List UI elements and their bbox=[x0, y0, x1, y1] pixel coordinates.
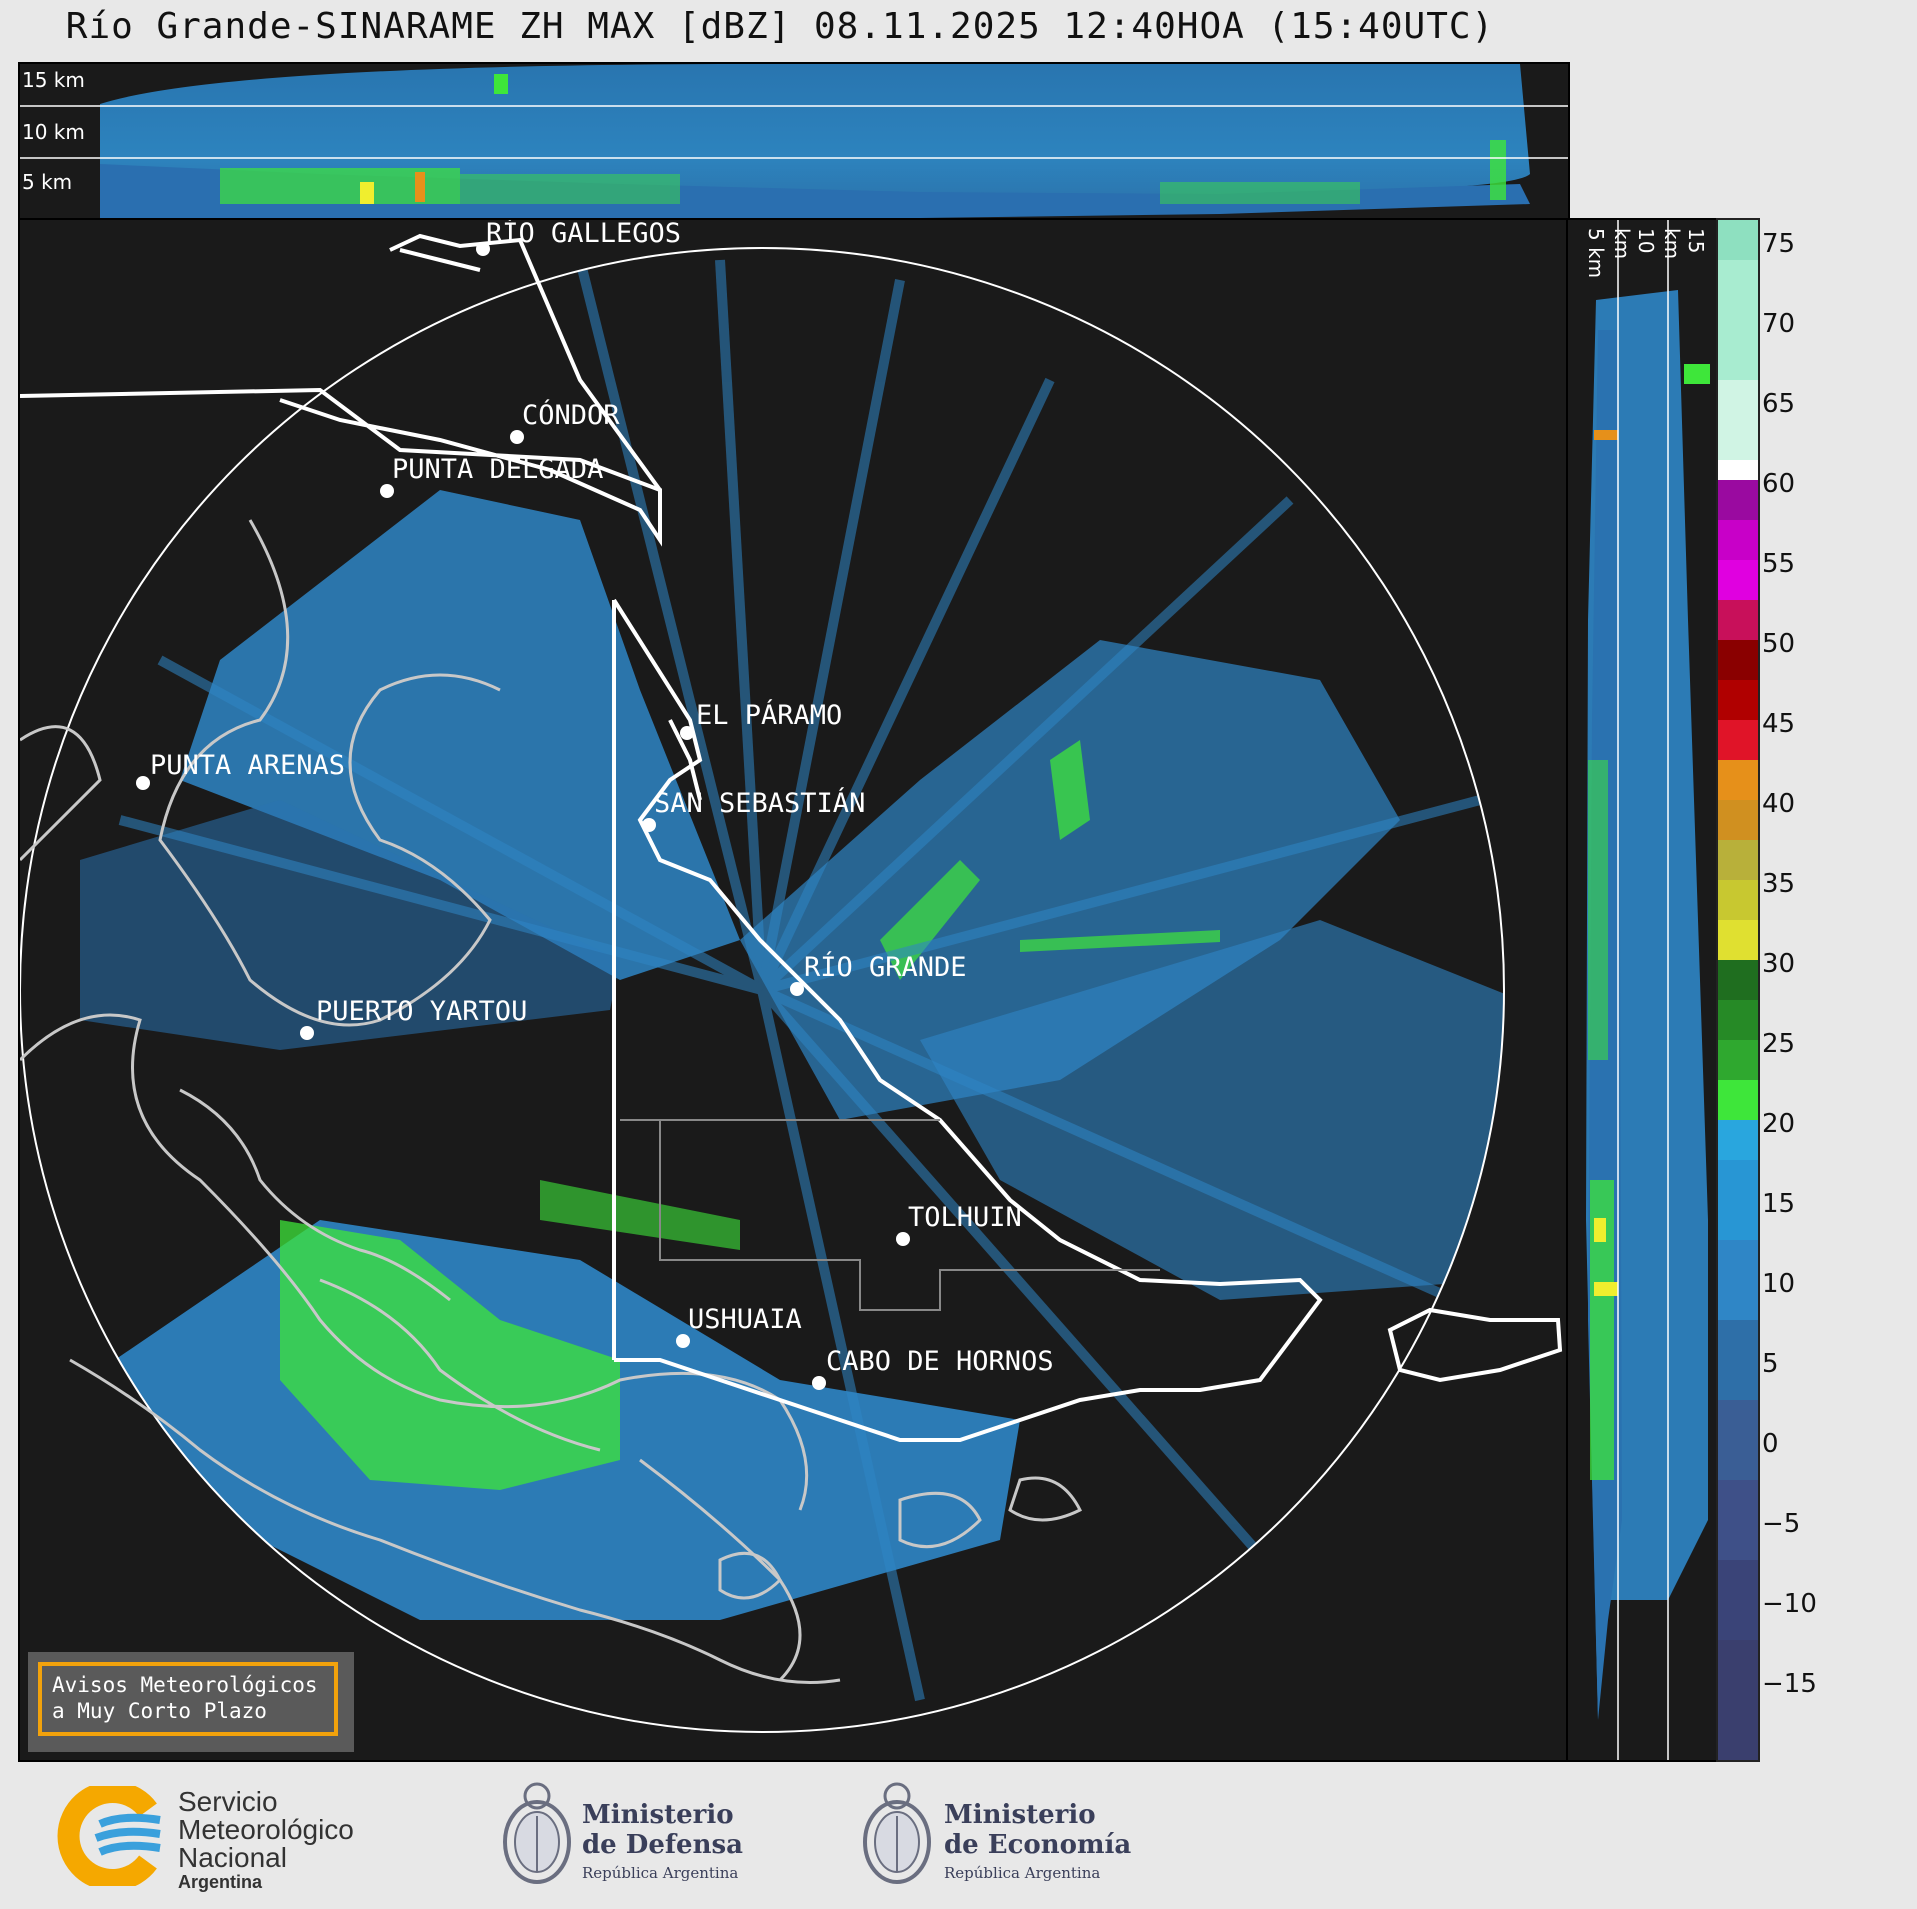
city-dot-ushuaia bbox=[676, 1334, 690, 1348]
defensa-line-2: de Defensa bbox=[582, 1830, 743, 1860]
top-cross-section-panel: 15 km 10 km 5 km bbox=[18, 62, 1570, 220]
height-label-15km: 15 km bbox=[22, 68, 85, 92]
echo-green-line bbox=[1020, 930, 1220, 952]
city-dot-el-paramo bbox=[680, 726, 694, 740]
admin-borders bbox=[620, 1119, 1160, 1311]
colorbar-tick-15: 15 bbox=[1762, 1189, 1796, 1219]
city-dot-rio-grande bbox=[790, 982, 804, 996]
alert-line-1: Avisos Meteorológicos bbox=[52, 1673, 318, 1697]
economia-line-2: de Economía bbox=[944, 1830, 1132, 1860]
borders bbox=[20, 233, 1563, 1442]
top-cross-section-plot bbox=[20, 64, 1568, 218]
economia-line-1: Ministerio bbox=[944, 1800, 1096, 1830]
dbz-colorbar bbox=[1716, 218, 1760, 1762]
city-label-tolhuin: TOLHUIN bbox=[908, 1202, 1022, 1233]
side-cross-section-panel: 5 km 10 km 15 km bbox=[1566, 218, 1720, 1762]
city-label-el-paramo: EL PÁRAMO bbox=[696, 700, 843, 731]
alert-box-frame: Avisos Meteorológicos a Muy Corto Plazo bbox=[38, 1662, 338, 1736]
side-height-label-5km: 5 km bbox=[1584, 228, 1608, 279]
echo-green-ne2 bbox=[1050, 740, 1090, 840]
city-dot-san-sebastian bbox=[642, 818, 656, 832]
coastlines bbox=[20, 519, 1083, 1684]
echo-west bbox=[80, 800, 620, 1050]
range-ring bbox=[20, 247, 1505, 1733]
colorbar-tick-55: 55 bbox=[1762, 549, 1796, 579]
echo-east bbox=[920, 920, 1504, 1300]
city-label-ushuaia: USHUAIA bbox=[688, 1304, 802, 1335]
radar-map-plot bbox=[20, 233, 1563, 1733]
smn-line-3: Nacional bbox=[178, 1842, 287, 1873]
height-label-10km: 10 km bbox=[22, 120, 85, 144]
colorbar-tick-60: 60 bbox=[1762, 469, 1796, 499]
city-label-puerto-yartou: PUERTO YARTOU bbox=[316, 996, 528, 1027]
side-cross-section-plot bbox=[1586, 220, 1710, 1760]
coat-of-arms-icon bbox=[863, 1782, 931, 1884]
colorbar-tick-70: 70 bbox=[1762, 309, 1796, 339]
colorbar-tick-minus5: −5 bbox=[1762, 1509, 1801, 1539]
radar-map: RÍO GALLEGOS CÓNDOR PUNTA DELGADA EL PÁR… bbox=[18, 218, 1570, 1762]
alert-box: Avisos Meteorológicos a Muy Corto Plazo bbox=[28, 1652, 354, 1752]
defensa-line-3: República Argentina bbox=[582, 1864, 739, 1882]
colorbar-tick-minus15: −15 bbox=[1762, 1669, 1817, 1699]
city-label-rio-grande: RÍO GRANDE bbox=[804, 952, 967, 983]
radial-streaks bbox=[118, 258, 1503, 1702]
city-label-condor: CÓNDOR bbox=[522, 400, 620, 431]
height-label-5km: 5 km bbox=[22, 170, 73, 194]
city-dot-cabo-de-hornos bbox=[812, 1376, 826, 1390]
city-label-cabo-de-hornos: CABO DE HORNOS bbox=[826, 1346, 1054, 1377]
map-title: Río Grande-SINARAME ZH MAX [dBZ] 08.11.2… bbox=[65, 6, 1495, 47]
side-height-label-15km: 15 km bbox=[1660, 228, 1708, 260]
city-label-punta-arenas: PUNTA ARENAS bbox=[150, 750, 346, 781]
defensa-line-1: Ministerio bbox=[582, 1800, 734, 1830]
city-dot-tolhuin bbox=[896, 1232, 910, 1246]
city-label-punta-delgada: PUNTA DELGADA bbox=[392, 454, 604, 485]
city-dot-puerto-yartou bbox=[300, 1026, 314, 1040]
economia-line-3: República Argentina bbox=[944, 1864, 1101, 1882]
echo-green-sw bbox=[280, 1220, 620, 1490]
colorbar-tick-40: 40 bbox=[1762, 789, 1796, 819]
city-label-san-sebastian: SAN SEBASTIÁN bbox=[654, 788, 866, 819]
colorbar-tick-30: 30 bbox=[1762, 949, 1796, 979]
coat-of-arms-icon bbox=[503, 1782, 571, 1884]
colorbar-tick-50: 50 bbox=[1762, 629, 1796, 659]
colorbar-tick-10: 10 bbox=[1762, 1269, 1796, 1299]
city-dot-rio-gallegos bbox=[476, 242, 490, 256]
city-dot-condor bbox=[510, 430, 524, 444]
colorbar-tick-20: 20 bbox=[1762, 1109, 1796, 1139]
dbz-colorbar-gradient bbox=[1718, 220, 1758, 1760]
echo-green-band bbox=[540, 1180, 740, 1250]
colorbar-tick-65: 65 bbox=[1762, 389, 1796, 419]
colorbar-tick-75: 75 bbox=[1762, 229, 1796, 259]
smn-line-4: Argentina bbox=[178, 1872, 263, 1892]
city-dot-punta-arenas bbox=[136, 776, 150, 790]
echo-nw bbox=[180, 490, 740, 980]
colorbar-tick-45: 45 bbox=[1762, 709, 1796, 739]
city-label-rio-gallegos: RÍO GALLEGOS bbox=[486, 218, 682, 249]
smn-line-2: Meteorológico bbox=[178, 1814, 354, 1845]
alert-line-2: a Muy Corto Plazo bbox=[52, 1699, 267, 1723]
side-height-label-10km: 10 km bbox=[1610, 228, 1658, 260]
city-dot-punta-delgada bbox=[380, 484, 394, 498]
colorbar-tick-minus10: −10 bbox=[1762, 1589, 1817, 1619]
colorbar-tick-25: 25 bbox=[1762, 1029, 1796, 1059]
colorbar-tick-0: 0 bbox=[1762, 1429, 1779, 1459]
colorbar-tick-35: 35 bbox=[1762, 869, 1796, 899]
smn-line-1: Servicio bbox=[178, 1786, 278, 1817]
colorbar-tick-5: 5 bbox=[1762, 1349, 1779, 1379]
echo-ne bbox=[740, 640, 1400, 1120]
smn-logo-icon bbox=[57, 1786, 161, 1886]
